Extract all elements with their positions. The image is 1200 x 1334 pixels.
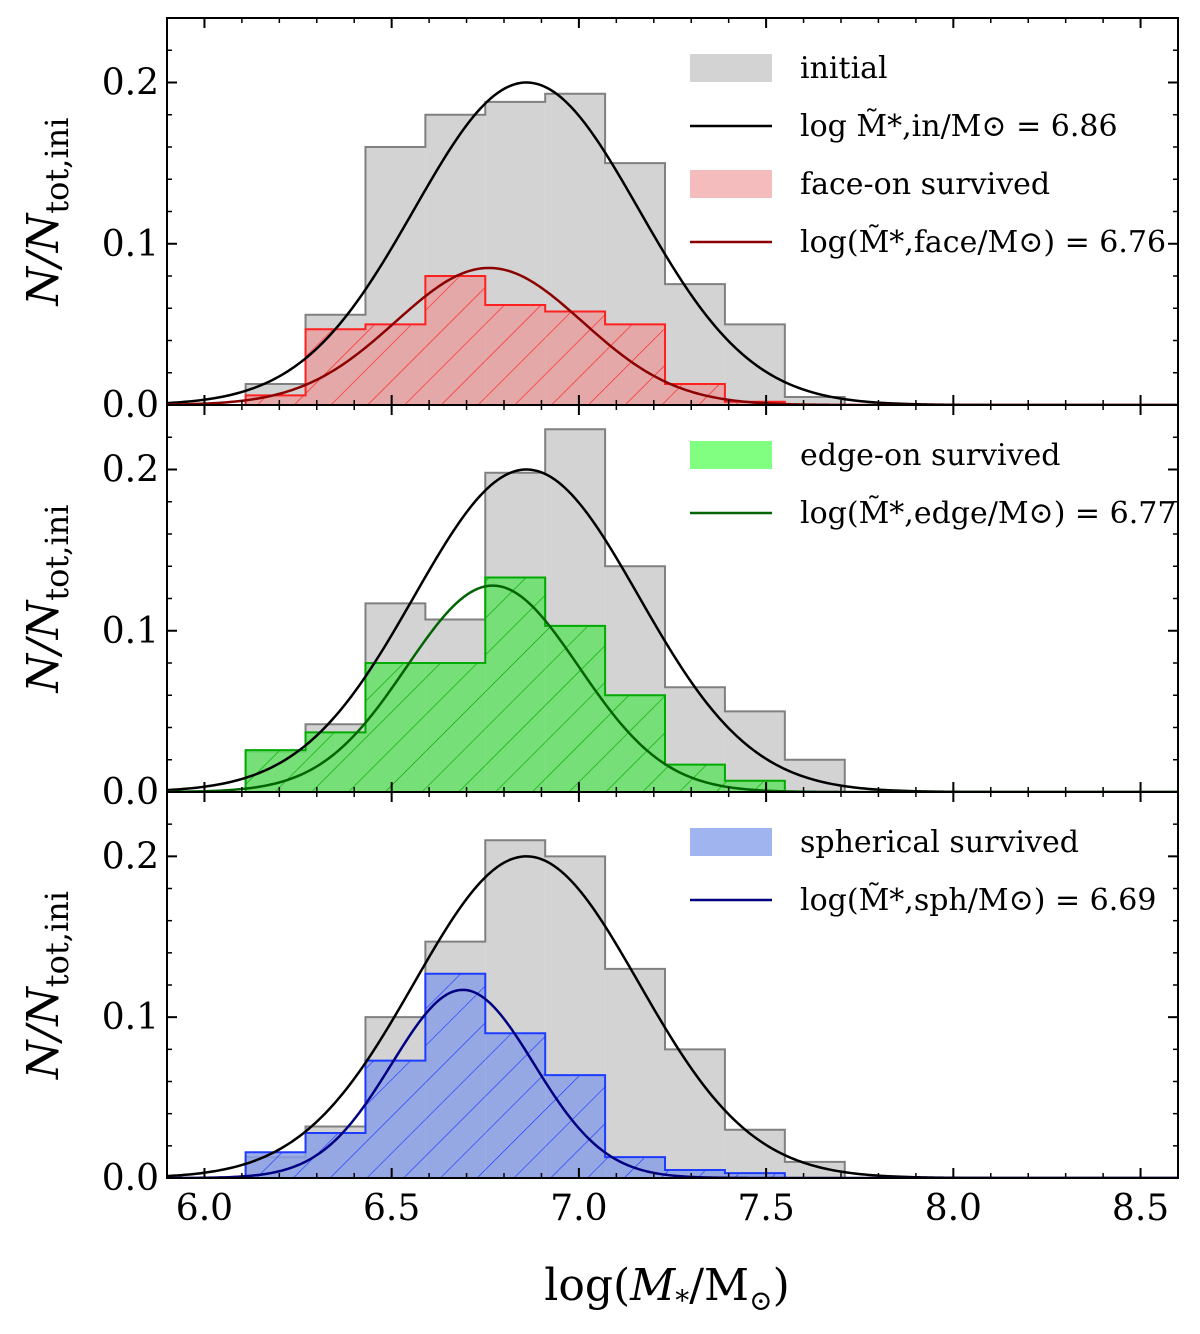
y-tick-label: 0.1 (102, 224, 159, 265)
survived-bar-hatch (724, 780, 785, 792)
y-tick-label: 0.2 (102, 450, 159, 491)
legend-swatch (690, 54, 772, 82)
y-tick-label: 0.0 (102, 772, 159, 813)
legend-label: spherical survived (800, 825, 1079, 860)
panel-sph: 0.0 0.1 0.2 6.0 6.5 7.0 7.5 8.0 8.5 N/Ntot,ini sph… (18, 791, 1179, 1229)
y-tick-label: 0.0 (102, 385, 159, 426)
y-axis-label: N/Ntot,ini (18, 504, 76, 693)
legend-label: initial (800, 51, 888, 86)
x-tick-label: 6.5 (363, 1188, 420, 1229)
x-axis-label: log(M*/M⊙) (544, 1260, 790, 1317)
y-axis-label: N/Ntot,ini (18, 891, 76, 1080)
legend-label: face-on survived (800, 167, 1050, 202)
legend-label: edge-on survived (800, 438, 1060, 473)
legend-label: log(M̃*,sph/M⊙) = 6.69 (800, 883, 1156, 918)
survived-bar-hatch (605, 695, 666, 792)
survived-bar-hatch (545, 1075, 606, 1178)
y-tick-label: 0.1 (102, 611, 159, 652)
survived-bar-hatch (485, 305, 546, 405)
x-tick-label: 7.0 (550, 1188, 607, 1229)
legend-label: log(M̃*,face/M⊙) = 6.76 (800, 225, 1166, 260)
initial-outline (244, 92, 846, 405)
y-tick-label: 0.1 (102, 997, 159, 1038)
legend-label: log M̃*,in/M⊙ = 6.86 (800, 109, 1118, 144)
survived-outline (244, 275, 845, 405)
survived-bar-hatch (485, 1033, 546, 1178)
survived-bar-hatch (305, 329, 366, 405)
initial-bar (784, 1161, 845, 1178)
x-tick-label: 8.0 (925, 1188, 982, 1229)
survived-fit-curve (167, 584, 1178, 792)
panel-face: 0.0 0.1 0.2 N/Ntot,ini initial log M̃*,in/M⊙ … (18, 17, 1179, 426)
survived-bar-hatch (245, 395, 306, 405)
initial-outline (244, 428, 846, 792)
y-tick-label: 0.2 (102, 63, 159, 104)
y-tick-label: 0.2 (102, 836, 159, 877)
survived-bar-hatch (365, 1060, 426, 1178)
x-tick-label: 8.5 (1112, 1188, 1169, 1229)
initial-bar (784, 396, 845, 405)
survived-bar-hatch (665, 384, 725, 405)
initial-bar (665, 1049, 725, 1178)
legend-swatch (690, 441, 772, 469)
panel-edge: 0.0 0.1 0.2 N/Ntot,ini edge-on survived log(M… (18, 404, 1179, 813)
survived-bar-hatch (365, 324, 426, 405)
initial-bar (605, 968, 666, 1178)
x-tick-label: 7.5 (737, 1188, 794, 1229)
survived-bar-hatch (545, 311, 606, 405)
survived-bar-hatch (305, 732, 366, 792)
survived-bar-hatch (425, 663, 486, 792)
survived-bar-hatch (724, 1173, 785, 1178)
survived-bar-hatch (545, 625, 606, 792)
x-tick-label: 6.0 (176, 1188, 233, 1229)
survived-outline (244, 972, 845, 1178)
y-axis-label: N/Ntot,ini (18, 117, 76, 306)
initial-bar (784, 759, 845, 792)
initial-outline (244, 839, 846, 1178)
survived-bar-hatch (425, 973, 486, 1178)
y-tick-label: 0.0 (102, 1158, 159, 1199)
survived-bar-hatch (665, 1169, 725, 1178)
survived-bar-hatch (485, 577, 546, 792)
survived-fit-curve (167, 988, 1178, 1178)
legend-swatch (690, 170, 772, 198)
survived-bar-hatch (425, 276, 486, 405)
legend-label: log(M̃*,edge/M⊙) = 6.77 (800, 496, 1176, 531)
survived-fit-curve (167, 266, 1178, 405)
survived-outline (244, 576, 845, 792)
survived-bar-hatch (245, 750, 306, 792)
legend-swatch (690, 828, 772, 856)
